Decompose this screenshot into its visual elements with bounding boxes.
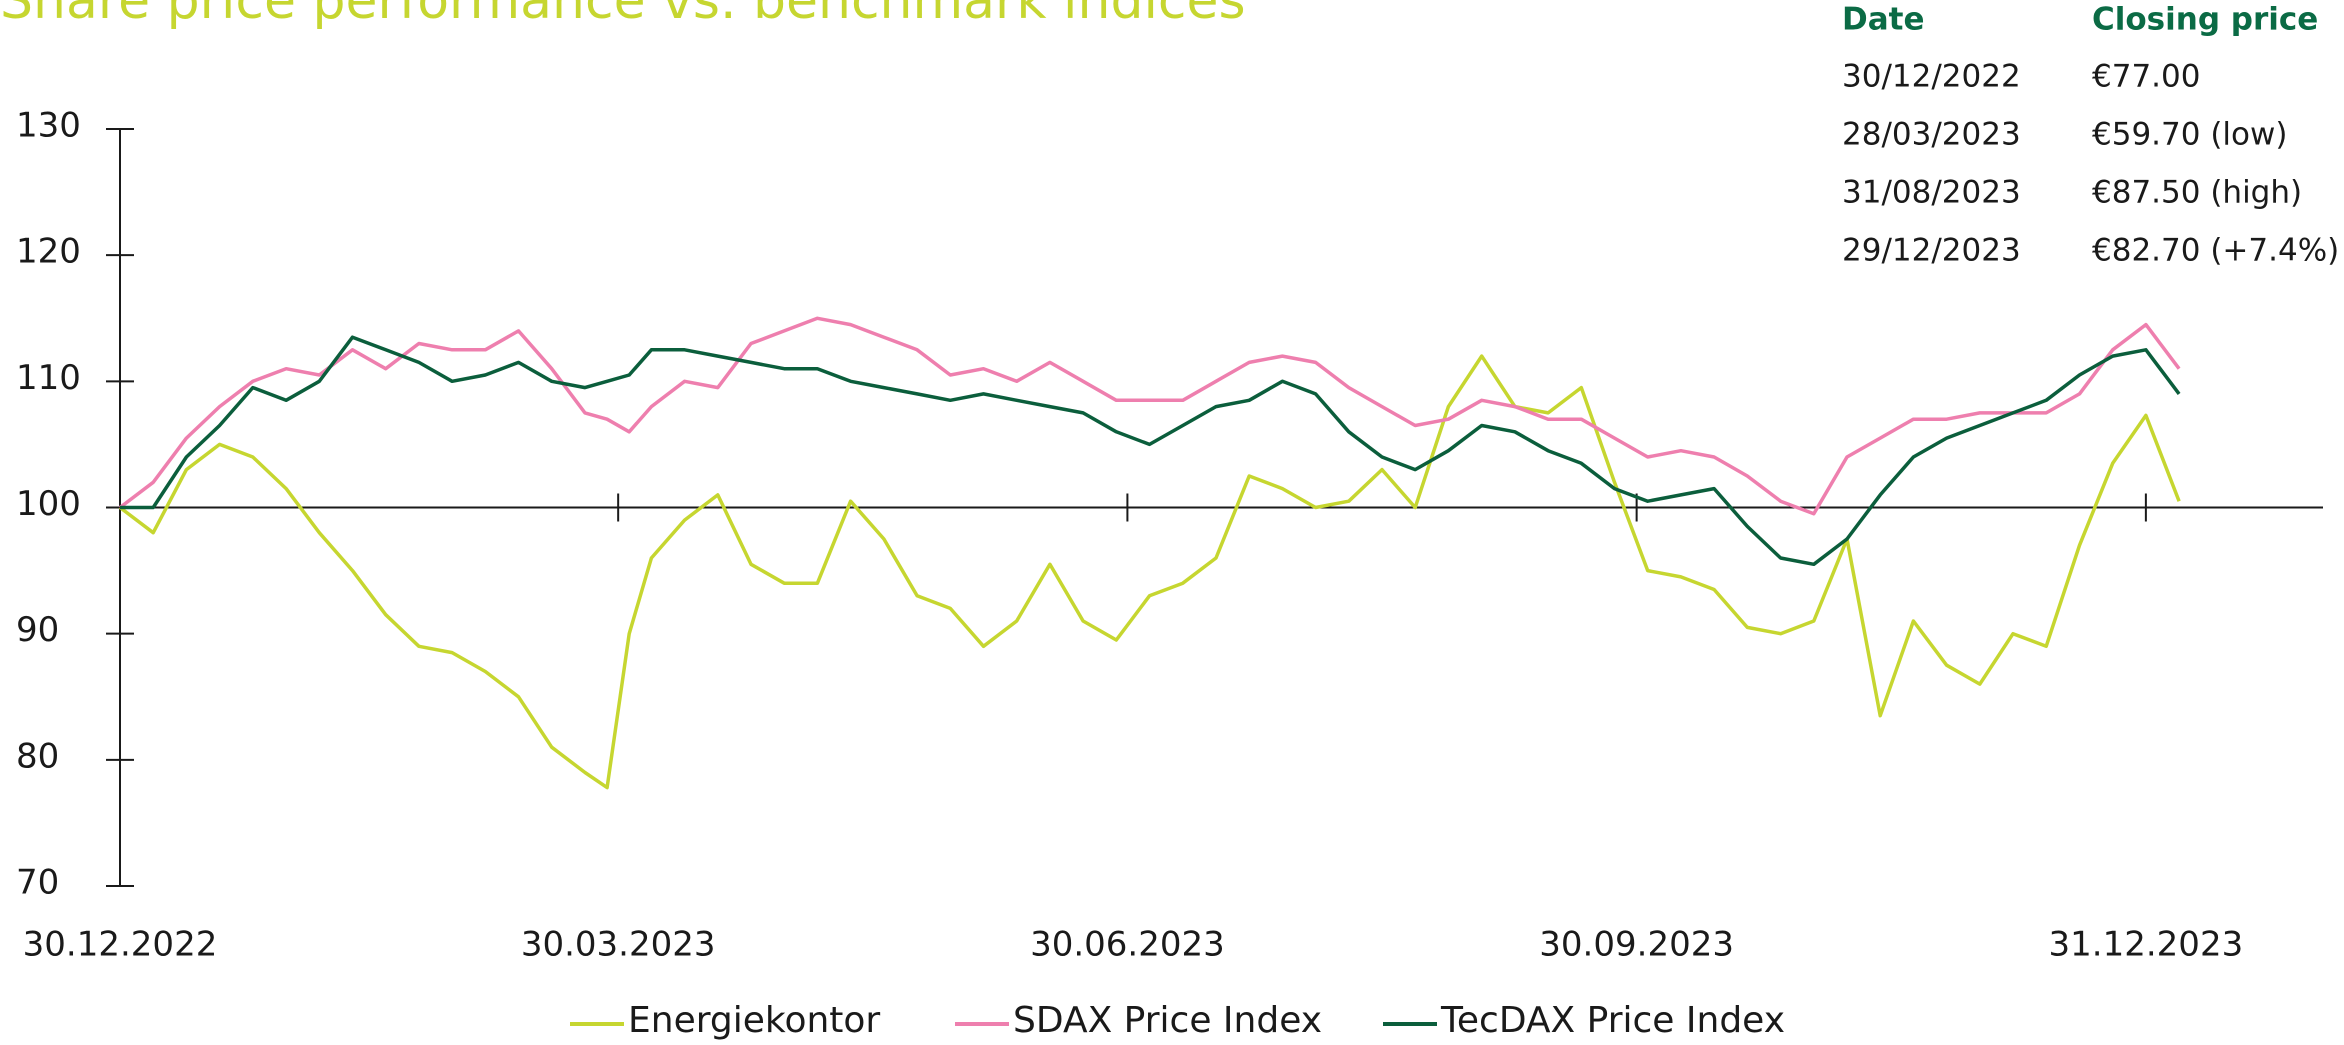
x-tick-label: 30.12.2022 — [23, 925, 218, 965]
table-cell: 29/12/2023 — [1842, 233, 2021, 269]
y-tick-label: 80 — [16, 736, 59, 776]
x-tick-label: 30.03.2023 — [521, 925, 716, 965]
legend-label: SDAX Price Index — [1013, 1000, 1322, 1041]
legend-item: Energiekontor — [570, 1000, 880, 1041]
y-tick-label: 90 — [16, 610, 59, 650]
y-tick-label: 100 — [16, 484, 81, 524]
x-tick-label: 31.12.2023 — [2049, 925, 2244, 965]
table-cell: €87.50 (high) — [2092, 175, 2302, 211]
legend-label: Energiekontor — [628, 1000, 880, 1041]
series-line — [120, 335, 2181, 567]
table-header: Date — [1842, 2, 1925, 38]
y-tick-label: 130 — [16, 106, 81, 146]
legend-label: TecDAX Price Index — [1440, 1000, 1785, 1041]
table-cell: €59.70 (low) — [2092, 117, 2287, 153]
legend-item: TecDAX Price Index — [1383, 1000, 1785, 1041]
table-cell: €77.00 — [2092, 59, 2200, 95]
x-tick-label: 30.06.2023 — [1030, 925, 1225, 965]
series-line — [118, 316, 2181, 516]
table-cell: 30/12/2022 — [1842, 59, 2021, 95]
series-line — [118, 354, 2181, 790]
table-cell: 28/03/2023 — [1842, 117, 2021, 153]
y-tick-label: 120 — [16, 232, 81, 272]
price-table: Date Closing price 30/12/2022 €77.00 28/03… — [1842, 2, 2339, 269]
legend-item: SDAX Price Index — [955, 1000, 1322, 1041]
chart-title: Share price performance vs. benchmark in… — [0, 0, 1246, 31]
x-tick-label: 30.09.2023 — [1539, 925, 1734, 965]
y-tick-label: 110 — [16, 358, 81, 398]
table-cell: €82.70 (+7.4%) — [2092, 233, 2339, 269]
y-tick-label: 70 — [16, 863, 59, 903]
table-cell: 31/08/2023 — [1842, 175, 2021, 211]
table-header: Closing price — [2092, 2, 2318, 38]
